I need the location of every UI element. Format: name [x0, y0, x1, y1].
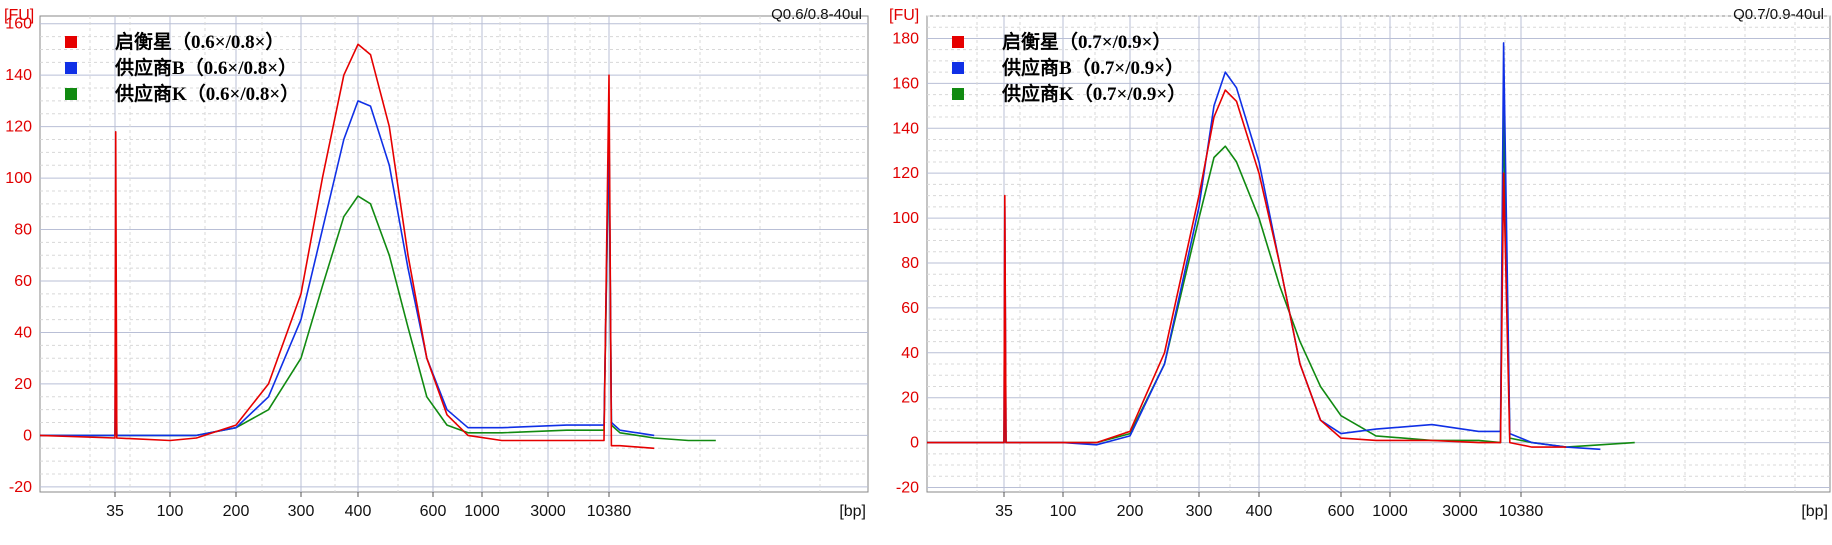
series-line: [927, 89, 1567, 448]
legend: 启衡星（0.7×/0.9×） 供应商B（0.7×/0.9×） 供应商K（0.7×/0…: [952, 30, 1186, 105]
y-tick-label: 140: [892, 120, 919, 137]
plot-frame: [926, 15, 1831, 493]
y-tick-label: 80: [14, 222, 32, 239]
legend-swatch: [952, 36, 964, 48]
y-tick-label: 100: [892, 210, 919, 227]
grid: [40, 16, 868, 492]
legend-swatch: [65, 62, 77, 74]
legend-label: 供应商B（0.6×/0.8×）: [114, 56, 297, 79]
series-line: [39, 43, 655, 450]
y-tick-label: 0: [910, 435, 919, 452]
y-tick-label: 20: [901, 390, 919, 407]
chart-right-svg: -20 0 20 40 60 80 100 120 140 160 180 [FU] 35 100 200 3…: [889, 6, 1831, 520]
run-label: Q0.6/0.8-40ul: [771, 6, 862, 23]
y-tick-label: 180: [892, 30, 919, 47]
x-tick-label: 300: [288, 503, 315, 520]
series-lines: [927, 42, 1635, 451]
legend-swatch: [65, 36, 77, 48]
x-axis-label: [bp]: [839, 503, 866, 520]
x-tick-label: 300: [1186, 503, 1213, 520]
x-axis-label: [bp]: [1801, 503, 1828, 520]
y-axis-label: [FU]: [4, 7, 34, 24]
y-tick-label: -20: [9, 479, 32, 496]
legend-swatch: [952, 62, 964, 74]
x-tick-label: 3000: [530, 503, 566, 520]
y-tick-label: 120: [5, 119, 32, 136]
x-tick-label: 10380: [1499, 503, 1544, 520]
y-axis-label: [FU]: [889, 7, 919, 24]
series-lines: [39, 43, 716, 450]
x-tick-label: 400: [1246, 503, 1273, 520]
x-tick-label: 1000: [464, 503, 500, 520]
legend: 启衡星（0.6×/0.8×） 供应商B（0.6×/0.8×） 供应商K（0.6×/0…: [65, 30, 299, 105]
y-tick-label: 80: [901, 255, 919, 272]
y-tick-label: 140: [5, 67, 32, 84]
x-tick-label: 200: [1117, 503, 1144, 520]
x-tick-label: 35: [106, 503, 124, 520]
legend-label: 供应商B（0.7×/0.9×）: [1001, 56, 1184, 79]
x-tick-label: 600: [420, 503, 447, 520]
y-tick-label: 20: [14, 376, 32, 393]
x-tick-label: 100: [1050, 503, 1077, 520]
chart-left-svg: -20 0 20 40 60 80 100 120 140 160[FU] 35 100 200 300 4…: [4, 6, 869, 520]
electropherogram-right: -20 0 20 40 60 80 100 120 140 160 180 [FU] 35 100 200 3…: [885, 0, 1832, 545]
x-tick-label: 100: [157, 503, 184, 520]
y-tick-label: 120: [892, 165, 919, 182]
y-tick-label: -20: [896, 480, 919, 497]
y-tick-label: 100: [5, 170, 32, 187]
legend-label: 启衡星（0.6×/0.8×）: [115, 30, 284, 53]
y-tick-label: 60: [901, 300, 919, 317]
legend-label: 供应商K（0.7×/0.9×）: [1001, 82, 1186, 105]
legend-label: 启衡星（0.7×/0.9×）: [1002, 30, 1171, 53]
legend-swatch: [65, 88, 77, 100]
x-tick-label: 200: [223, 503, 250, 520]
x-tick-label: 400: [345, 503, 372, 520]
y-tick-label: 160: [5, 16, 32, 33]
x-tick-label: 3000: [1442, 503, 1478, 520]
legend-label: 供应商K（0.6×/0.8×）: [114, 82, 299, 105]
y-tick-label: 0: [23, 427, 32, 444]
legend-swatch: [952, 88, 964, 100]
plot-frame: [39, 15, 869, 493]
x-tick-label: 1000: [1372, 503, 1408, 520]
y-tick-label: 60: [14, 273, 32, 290]
y-tick-label: 40: [14, 324, 32, 341]
x-tick-label: 600: [1328, 503, 1355, 520]
y-tick-label: 160: [892, 75, 919, 92]
y-tick-label: 40: [901, 345, 919, 362]
x-tick-label: 10380: [587, 503, 632, 520]
run-label: Q0.7/0.9-40ul: [1733, 6, 1824, 23]
x-tick-label: 35: [995, 503, 1013, 520]
electropherogram-left: -20 0 20 40 60 80 100 120 140 160 [FU] 35 100 200 300 4…: [0, 0, 870, 545]
